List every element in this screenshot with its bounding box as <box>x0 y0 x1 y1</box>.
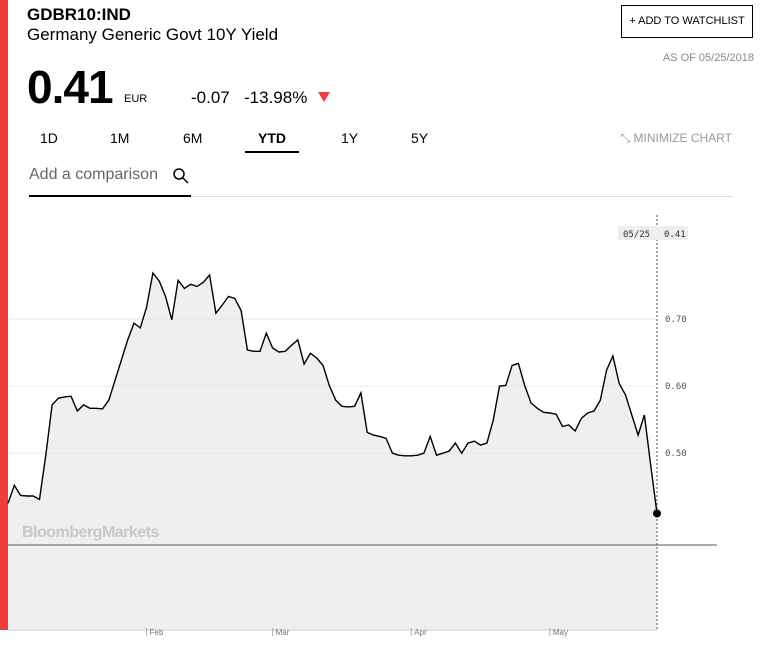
range-tab[interactable]: 1D <box>40 130 58 146</box>
last-point <box>653 509 661 518</box>
range-tab[interactable]: 1M <box>110 130 130 146</box>
input-underline <box>29 195 191 197</box>
watchlist-button[interactable]: + ADD TO WATCHLIST <box>621 5 753 38</box>
range-tab[interactable]: YTD <box>245 130 299 153</box>
price-line <box>7 271 658 514</box>
y-tick-label: 0.60 <box>665 382 687 392</box>
change-pct: -13.98% <box>244 88 308 107</box>
security-name: Germany Generic Govt 10Y Yield <box>27 25 279 44</box>
search-icon <box>173 168 189 184</box>
watermark: BloombergMarkets <box>22 524 160 541</box>
range-tab[interactable]: 6M <box>183 130 203 146</box>
last-value: 0.41 <box>664 230 686 240</box>
minimize-chart[interactable]: ⤡ MINIMIZE CHART <box>620 131 732 145</box>
comparison-input[interactable]: Add a comparison <box>29 166 158 183</box>
change: -0.07 <box>191 88 230 107</box>
price: 0.41 <box>27 61 114 113</box>
as-of: AS OF 05/25/2018 <box>662 52 754 64</box>
y-tick-label: 0.50 <box>665 449 687 459</box>
down-arrow <box>318 92 330 102</box>
accent-bar <box>0 0 8 630</box>
divider <box>191 196 733 197</box>
watchlist-label: ADD TO WATCHLIST <box>638 15 745 27</box>
minimize-label: MINIMIZE CHART <box>633 131 732 145</box>
x-tick-label: Mar <box>276 628 290 637</box>
last-date: 05/25 <box>623 230 650 240</box>
range-tab[interactable]: 5Y <box>411 130 429 146</box>
currency: EUR <box>124 93 148 105</box>
area <box>8 273 657 630</box>
x-tick-label: Apr <box>414 628 427 637</box>
x-tick-label: Feb <box>150 628 164 637</box>
range-tab[interactable]: 1Y <box>341 130 359 146</box>
ticker: GDBR10:IND <box>27 5 131 24</box>
y-tick-label: 0.70 <box>665 315 687 325</box>
x-tick-label: May <box>553 628 568 637</box>
last-label-bg <box>618 226 688 240</box>
